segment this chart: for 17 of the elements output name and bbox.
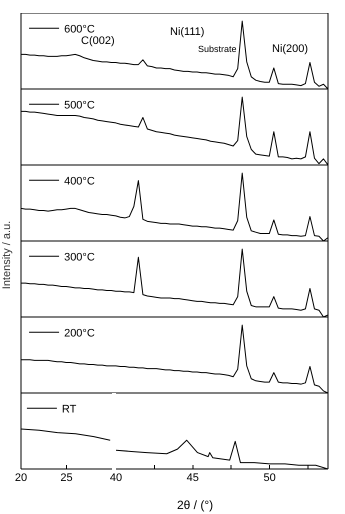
y-axis-title: Intensity / a.u. [1,220,13,290]
legend-label: RT [62,404,77,416]
legend-label: 400°C [64,176,95,188]
legend-label: 500°C [64,100,95,112]
x-tick-label: 20 [14,472,28,484]
annotation: Ni(111) [170,26,204,38]
legend-label: 300°C [64,252,95,264]
annotation: C(002) [81,35,115,47]
x-tick-label: 40 [110,472,122,484]
x-tick-label: 45 [186,472,199,484]
annotation: Substrate [198,44,237,54]
x-tick-label: 25 [60,472,73,484]
legend-label: 200°C [64,328,95,340]
annotation: Ni(200) [272,43,308,55]
x-axis-title: 2θ / (°) [177,498,214,512]
legend-label: 600°C [64,24,95,36]
x-tick-label: 50 [263,472,276,484]
